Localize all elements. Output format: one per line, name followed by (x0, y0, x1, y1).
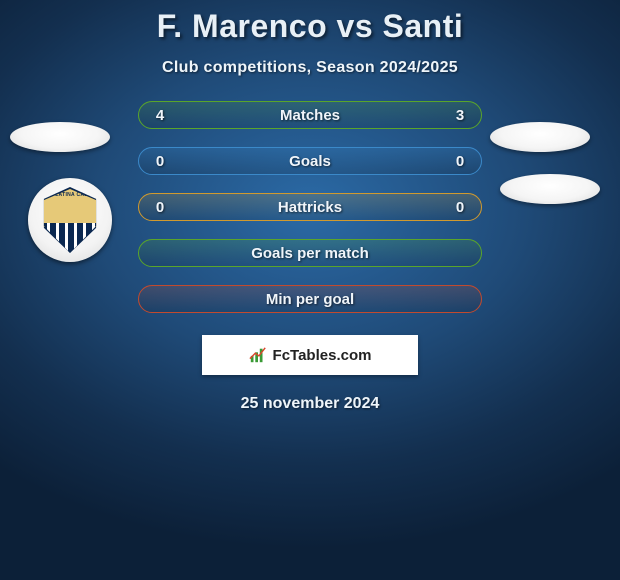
club-badge-left: U.S. LATINA CALCIO (28, 178, 112, 262)
stat-label: Hattricks (139, 199, 481, 216)
page-subtitle: Club competitions, Season 2024/2025 (0, 59, 620, 77)
comparison-card: F. Marenco vs Santi Club competitions, S… (0, 0, 620, 580)
stat-row: Min per goal (138, 285, 482, 313)
branding-text: FcTables.com (273, 347, 372, 364)
stat-value-right: 0 (453, 153, 467, 170)
stat-value-right: 3 (453, 107, 467, 124)
stat-label: Matches (139, 107, 481, 124)
stat-row: 0Goals0 (138, 147, 482, 175)
player-placeholder-ellipse (10, 122, 110, 152)
stat-value-right: 0 (453, 199, 467, 216)
player-placeholder-ellipse (490, 122, 590, 152)
player-placeholder-ellipse (500, 174, 600, 204)
snapshot-date: 25 november 2024 (0, 395, 620, 413)
bar-chart-icon (249, 346, 267, 364)
club-badge-text: U.S. LATINA CALCIO (41, 192, 99, 198)
stat-value-left: 0 (153, 199, 167, 216)
stat-row: 0Hattricks0 (138, 193, 482, 221)
stat-row: Goals per match (138, 239, 482, 267)
stat-label: Min per goal (139, 291, 481, 308)
branding-box[interactable]: FcTables.com (202, 335, 418, 375)
stat-value-left: 4 (153, 107, 167, 124)
stat-row: 4Matches3 (138, 101, 482, 129)
shield-icon: U.S. LATINA CALCIO (41, 187, 99, 253)
shield-stripes (41, 223, 99, 253)
page-title: F. Marenco vs Santi (0, 0, 620, 45)
stat-value-left: 0 (153, 153, 167, 170)
stat-label: Goals (139, 153, 481, 170)
stat-label: Goals per match (139, 245, 481, 262)
